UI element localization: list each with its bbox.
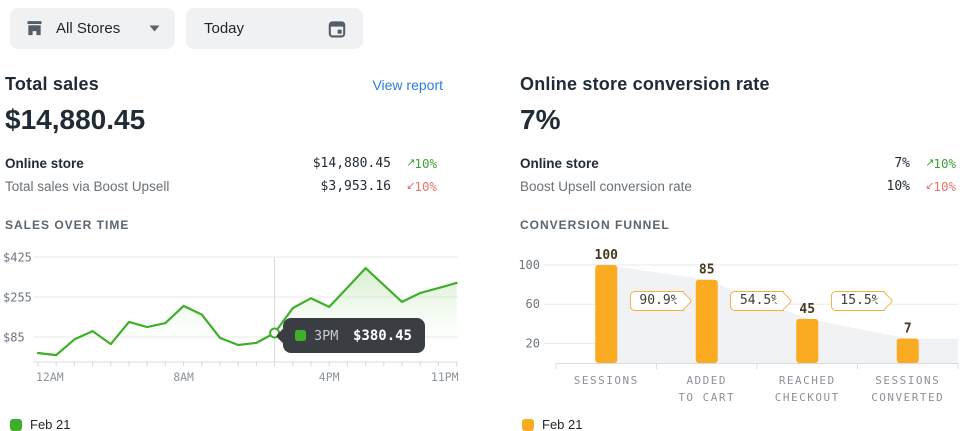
x-axis-label: 4PM bbox=[319, 370, 340, 384]
metric-row-boost-upsell: Boost Upsell conversion rate 10% ↙10% bbox=[520, 175, 956, 198]
metric-label: Online store bbox=[5, 156, 84, 171]
store-icon bbox=[25, 19, 44, 38]
sales-over-time-chart[interactable]: $85 $255 $425 12AM 8AM 4PM 11PM bbox=[3, 243, 461, 388]
store-filter-label: All Stores bbox=[56, 20, 121, 37]
funnel-bar[interactable] bbox=[595, 265, 618, 363]
panel-title: Total sales bbox=[5, 74, 99, 94]
y-axis-label: 20 bbox=[526, 336, 540, 350]
metric-label: Total sales via Boost Upsell bbox=[5, 179, 170, 194]
y-axis-label: $85 bbox=[3, 331, 25, 345]
y-axis-label: 100 bbox=[518, 258, 540, 272]
total-sales-value: $14,880.45 bbox=[5, 104, 146, 135]
metric-change: ↙10% bbox=[925, 179, 956, 194]
metric-row-boost-upsell: Total sales via Boost Upsell $3,953.16 ↙… bbox=[5, 175, 437, 198]
tooltip-value: $380.45 bbox=[352, 327, 412, 344]
x-axis-label: 8AM bbox=[173, 370, 194, 384]
caret-down-icon bbox=[149, 25, 160, 32]
category-label: REACHED bbox=[779, 374, 836, 387]
section-title-sales-over-time: SALES OVER TIME bbox=[5, 218, 130, 232]
sales-legend-label: Feb 21 bbox=[30, 417, 71, 431]
category-label: SESSIONS bbox=[574, 374, 639, 387]
metric-row-online-store: Online store 7% ↗10% bbox=[520, 152, 956, 175]
sales-metric-rows: Online store $14,880.45 ↗10% Total sales… bbox=[5, 152, 437, 198]
trend-up-icon: ↗ bbox=[406, 156, 416, 169]
category-label: SESSIONS bbox=[875, 374, 940, 387]
x-axis-label: 11PM bbox=[431, 370, 459, 384]
metric-row-online-store: Online store $14,880.45 ↗10% bbox=[5, 152, 437, 175]
x-axis-label: 12AM bbox=[36, 370, 64, 384]
metric-label: Boost Upsell conversion rate bbox=[520, 179, 692, 194]
category-label: ADDED bbox=[686, 374, 727, 387]
trend-down-icon: ↙ bbox=[925, 179, 935, 192]
funnel-legend-label: Feb 21 bbox=[542, 417, 583, 431]
funnel-bar[interactable] bbox=[695, 279, 718, 363]
date-filter-label: Today bbox=[204, 20, 245, 37]
metric-label: Online store bbox=[520, 156, 599, 171]
conversion-funnel-chart[interactable]: 20 60 100 100 SESSIONS 85 ADDED TO CART 45 REACHE… bbox=[518, 243, 960, 415]
funnel-bar[interactable] bbox=[796, 318, 819, 363]
conversion-rate-panel: Online store conversion rate 7% Online s… bbox=[518, 0, 960, 431]
bar-value-label: 7 bbox=[904, 322, 912, 337]
panel-title: Online store conversion rate bbox=[520, 74, 770, 94]
conversion-step-tag: 15.5% bbox=[830, 291, 885, 311]
calendar-icon bbox=[327, 19, 347, 39]
y-axis-label: $255 bbox=[3, 291, 32, 305]
metric-value: $3,953.16 bbox=[320, 179, 391, 194]
category-label: TO CART bbox=[678, 391, 735, 404]
metric-change: ↗10% bbox=[406, 156, 437, 171]
bar-value-label: 100 bbox=[595, 248, 619, 263]
metric-value: 10% bbox=[886, 179, 910, 194]
sales-legend: Feb 21 bbox=[10, 417, 70, 431]
view-report-link[interactable]: View report bbox=[372, 77, 443, 93]
filter-bar: All Stores Today bbox=[10, 8, 363, 49]
funnel-conversion-tags: 90.9% 54.5% 15.5% bbox=[518, 291, 960, 313]
metric-value: 7% bbox=[894, 156, 910, 171]
metric-change: ↙10% bbox=[406, 179, 437, 194]
funnel-legend-swatch bbox=[522, 418, 534, 431]
chart-tooltip: 3PM $380.45 bbox=[283, 318, 425, 353]
sales-legend-swatch bbox=[10, 418, 22, 431]
metric-value: $14,880.45 bbox=[312, 156, 391, 171]
funnel-legend: Feb 21 bbox=[522, 417, 582, 431]
section-title-conversion-funnel: CONVERSION FUNNEL bbox=[520, 218, 670, 232]
conversion-rate-value: 7% bbox=[520, 104, 561, 135]
y-axis-label: 60 bbox=[526, 297, 540, 311]
sales-line bbox=[36, 267, 458, 357]
conversion-step-tag: 90.9% bbox=[629, 291, 684, 311]
conversion-step-tag: 54.5% bbox=[729, 291, 785, 311]
category-label: CONVERTED bbox=[871, 391, 944, 404]
conversion-metric-rows: Online store 7% ↗10% Boost Upsell conver… bbox=[520, 152, 956, 198]
tooltip-time: 3PM bbox=[314, 327, 339, 344]
store-filter-button[interactable]: All Stores bbox=[10, 8, 175, 49]
date-filter-button[interactable]: Today bbox=[186, 8, 363, 49]
total-sales-panel: Total sales View report $14,880.45 Onlin… bbox=[3, 0, 461, 431]
category-label: CHECKOUT bbox=[775, 391, 840, 404]
trend-up-icon: ↗ bbox=[925, 156, 935, 169]
tooltip-series-swatch bbox=[295, 330, 306, 341]
bar-value-label: 85 bbox=[699, 263, 715, 278]
y-axis-label: $425 bbox=[3, 251, 32, 265]
trend-down-icon: ↙ bbox=[406, 179, 416, 192]
bar-value-label: 45 bbox=[799, 302, 815, 317]
metric-change: ↗10% bbox=[925, 156, 956, 171]
funnel-area bbox=[606, 265, 958, 363]
funnel-bar[interactable] bbox=[896, 338, 919, 364]
